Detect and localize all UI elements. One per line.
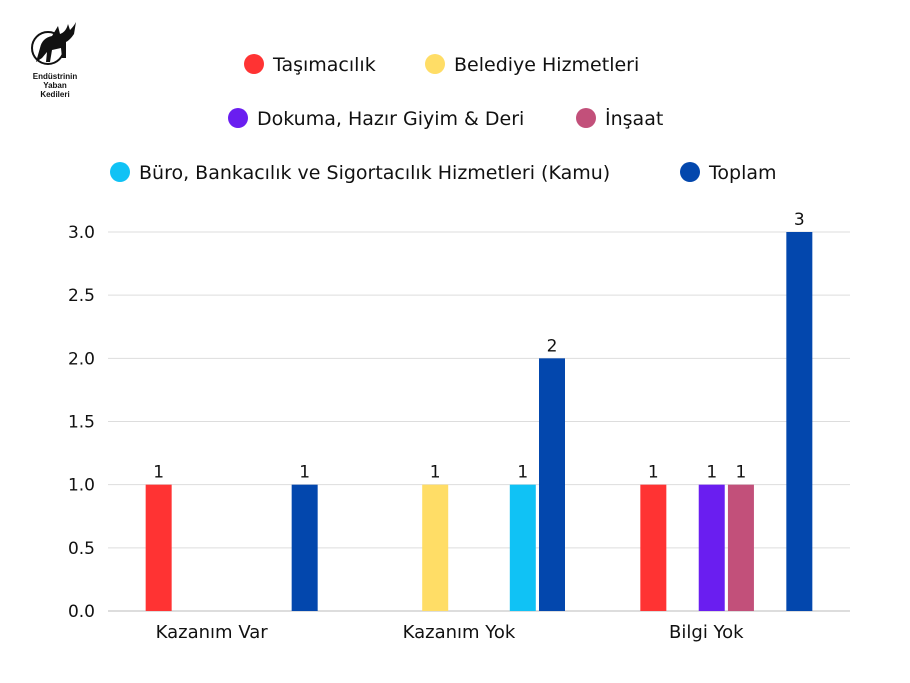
legend-marker [576, 108, 596, 128]
y-tick-label: 1.5 [68, 413, 95, 433]
bar [727, 484, 754, 611]
bar [422, 484, 449, 611]
legend-marker [680, 162, 700, 182]
legend-label: Büro, Bankacılık ve Sigortacılık Hizmetl… [139, 162, 610, 184]
legend-marker [228, 108, 248, 128]
y-axis: 0.0 0.5 1.0 1.5 2.0 2.5 3.0 [68, 223, 95, 622]
legend-item: Büro, Bankacılık ve Sigortacılık Hizmetl… [110, 162, 610, 184]
y-tick-label: 2.5 [68, 286, 95, 306]
data-label: 1 [153, 463, 164, 483]
legend-marker [425, 54, 445, 74]
legend-item: Taşımacılık [244, 54, 376, 76]
logo-line-1: Endüstrinin [32, 72, 78, 81]
x-category-label: Bilgi Yok [669, 622, 744, 643]
legend-item: Dokuma, Hazır Giyim & Deri [228, 108, 524, 130]
black-cat-icon [31, 22, 76, 65]
bars [145, 232, 813, 611]
y-tick-label: 0.5 [68, 539, 95, 559]
logo-line-3: Kedileri [40, 90, 70, 99]
y-tick-label: 3.0 [68, 223, 95, 243]
y-tick-label: 1.0 [68, 476, 95, 496]
legend-label: İnşaat [605, 107, 663, 130]
y-tick-label: 0.0 [68, 602, 95, 622]
data-label: 1 [648, 463, 659, 483]
legend-marker [110, 162, 130, 182]
legend-label: Belediye Hizmetleri [454, 54, 639, 76]
legend-item: İnşaat [576, 107, 663, 130]
legend-item: Belediye Hizmetleri [425, 54, 639, 76]
bar [145, 484, 172, 611]
legend-label: Taşımacılık [272, 54, 376, 76]
legend-label: Toplam [708, 162, 777, 184]
legend-marker [244, 54, 264, 74]
data-label: 1 [736, 463, 747, 483]
legend-item: Toplam [680, 162, 777, 184]
bar [509, 484, 536, 611]
gridlines [108, 231, 850, 612]
bar [539, 358, 565, 611]
bar [698, 484, 725, 611]
data-label: 1 [299, 463, 310, 483]
logo-line-2: Yaban [43, 81, 67, 90]
legend: Taşımacılık Belediye Hizmetleri Dokuma, Ha… [110, 54, 777, 184]
data-label: 1 [517, 463, 528, 483]
data-label: 2 [547, 336, 558, 356]
legend-label: Dokuma, Hazır Giyim & Deri [257, 108, 524, 130]
data-label: 3 [794, 210, 805, 230]
y-tick-label: 2.0 [68, 349, 95, 369]
bar [291, 484, 318, 611]
bar [786, 232, 813, 611]
x-axis: Kazanım Var Kazanım Yok Bilgi Yok [156, 622, 745, 643]
data-label: 1 [706, 463, 717, 483]
bar [640, 484, 667, 611]
logo: Endüstrinin Yaban Kedileri [22, 18, 88, 99]
x-category-label: Kazanım Yok [403, 622, 516, 643]
x-category-label: Kazanım Var [156, 622, 269, 643]
data-label: 1 [430, 463, 441, 483]
